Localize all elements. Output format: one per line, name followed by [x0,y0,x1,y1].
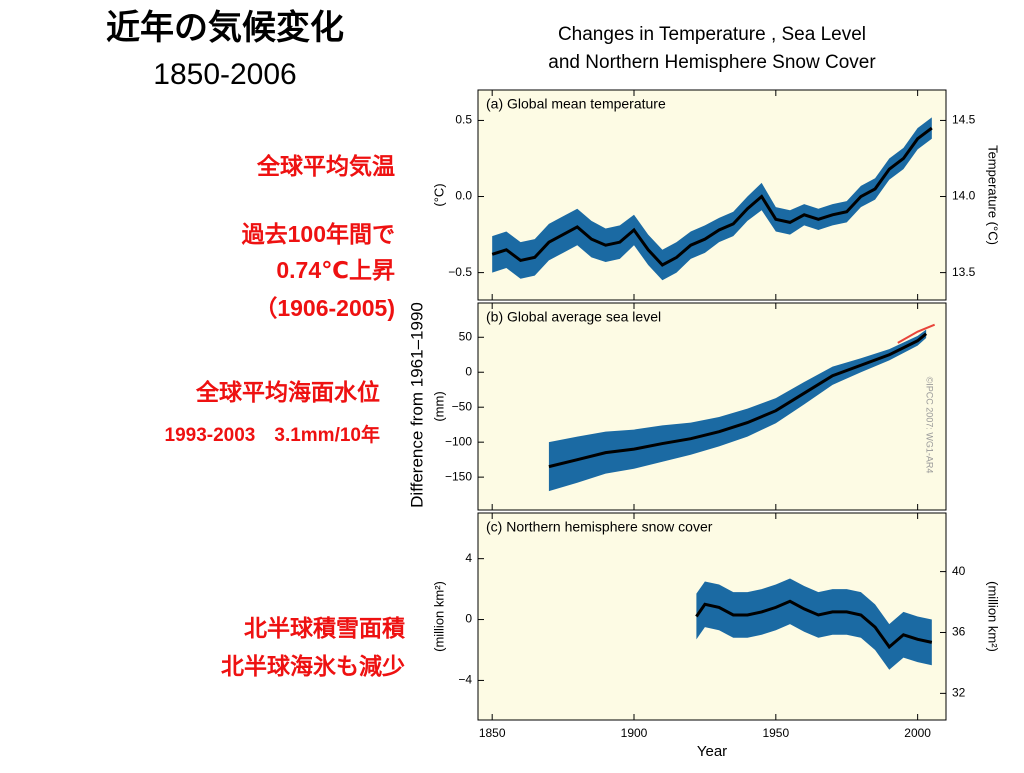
y2-tick-label: 40 [952,564,966,578]
y-tick-label: 0 [465,612,472,626]
y-axis-unit: (°C) [431,183,446,206]
uncertainty-band [548,329,927,492]
y-tick-label: −150 [445,469,472,483]
x-tick-label: 1850 [479,726,506,740]
uncertainty-band [492,117,932,281]
note: 全球平均気温 [256,153,395,179]
x-tick-label: 1950 [762,726,789,740]
y-tick-label: 4 [465,551,472,565]
note: 0.74℃上昇 [276,257,395,283]
credit: ©IPCC 2007: WG1-AR4 [925,377,935,474]
y-tick-label: −100 [445,434,472,448]
plot-area [477,302,947,511]
panel-title: (a) Global mean temperature [486,96,666,112]
y-tick-label: −0.5 [448,265,472,279]
y2-tick-label: 32 [952,686,966,700]
y-tick-label: 0 [465,364,472,378]
note: 過去100年間で [242,221,395,247]
x-tick-label: 1900 [621,726,648,740]
note: 北半球海氷も減少 [221,653,405,679]
figure-title: Changes in Temperature , Sea Level [558,24,866,45]
note: 1993-2003 3.1mm/10年 [165,423,380,446]
smoothed-line [548,332,928,469]
x-tick-label: 2000 [904,726,931,740]
y-tick-label: 0.5 [455,113,472,127]
y-axis-unit: (million km²) [431,581,446,652]
panel-title: (b) Global average sea level [486,309,661,325]
smoothed-line [695,599,933,650]
y-axis-unit: (mm) [431,391,446,421]
note: （1906-2005) [254,295,395,321]
y-tick-label: 50 [459,329,473,343]
y2-axis-unit: (million km²) [986,581,1001,652]
satellite-line [897,323,936,344]
x-axis-label: Year [697,743,727,760]
slide-subtitle: 1850-2006 [153,58,296,91]
slide-title: 近年の気候変化 [106,8,344,47]
y-axis-label: Difference from 1961–1990 [407,302,426,508]
y2-tick-label: 14.5 [952,113,976,127]
y2-tick-label: 13.5 [952,265,976,279]
y-tick-label: −4 [458,673,472,687]
uncertainty-band [696,578,932,670]
note: 全球平均海面水位 [195,379,380,405]
panel-title: (c) Northern hemisphere snow cover [486,519,713,535]
y2-axis-unit: Temperature (°C) [986,145,1001,245]
y-tick-label: 0.0 [455,189,472,203]
note: 北半球積雪面積 [244,615,406,641]
y2-tick-label: 36 [952,625,966,639]
figure-title: and Northern Hemisphere Snow Cover [548,52,876,73]
y2-tick-label: 14.0 [952,189,976,203]
y-tick-label: −50 [452,399,473,413]
smoothed-line [491,126,933,267]
